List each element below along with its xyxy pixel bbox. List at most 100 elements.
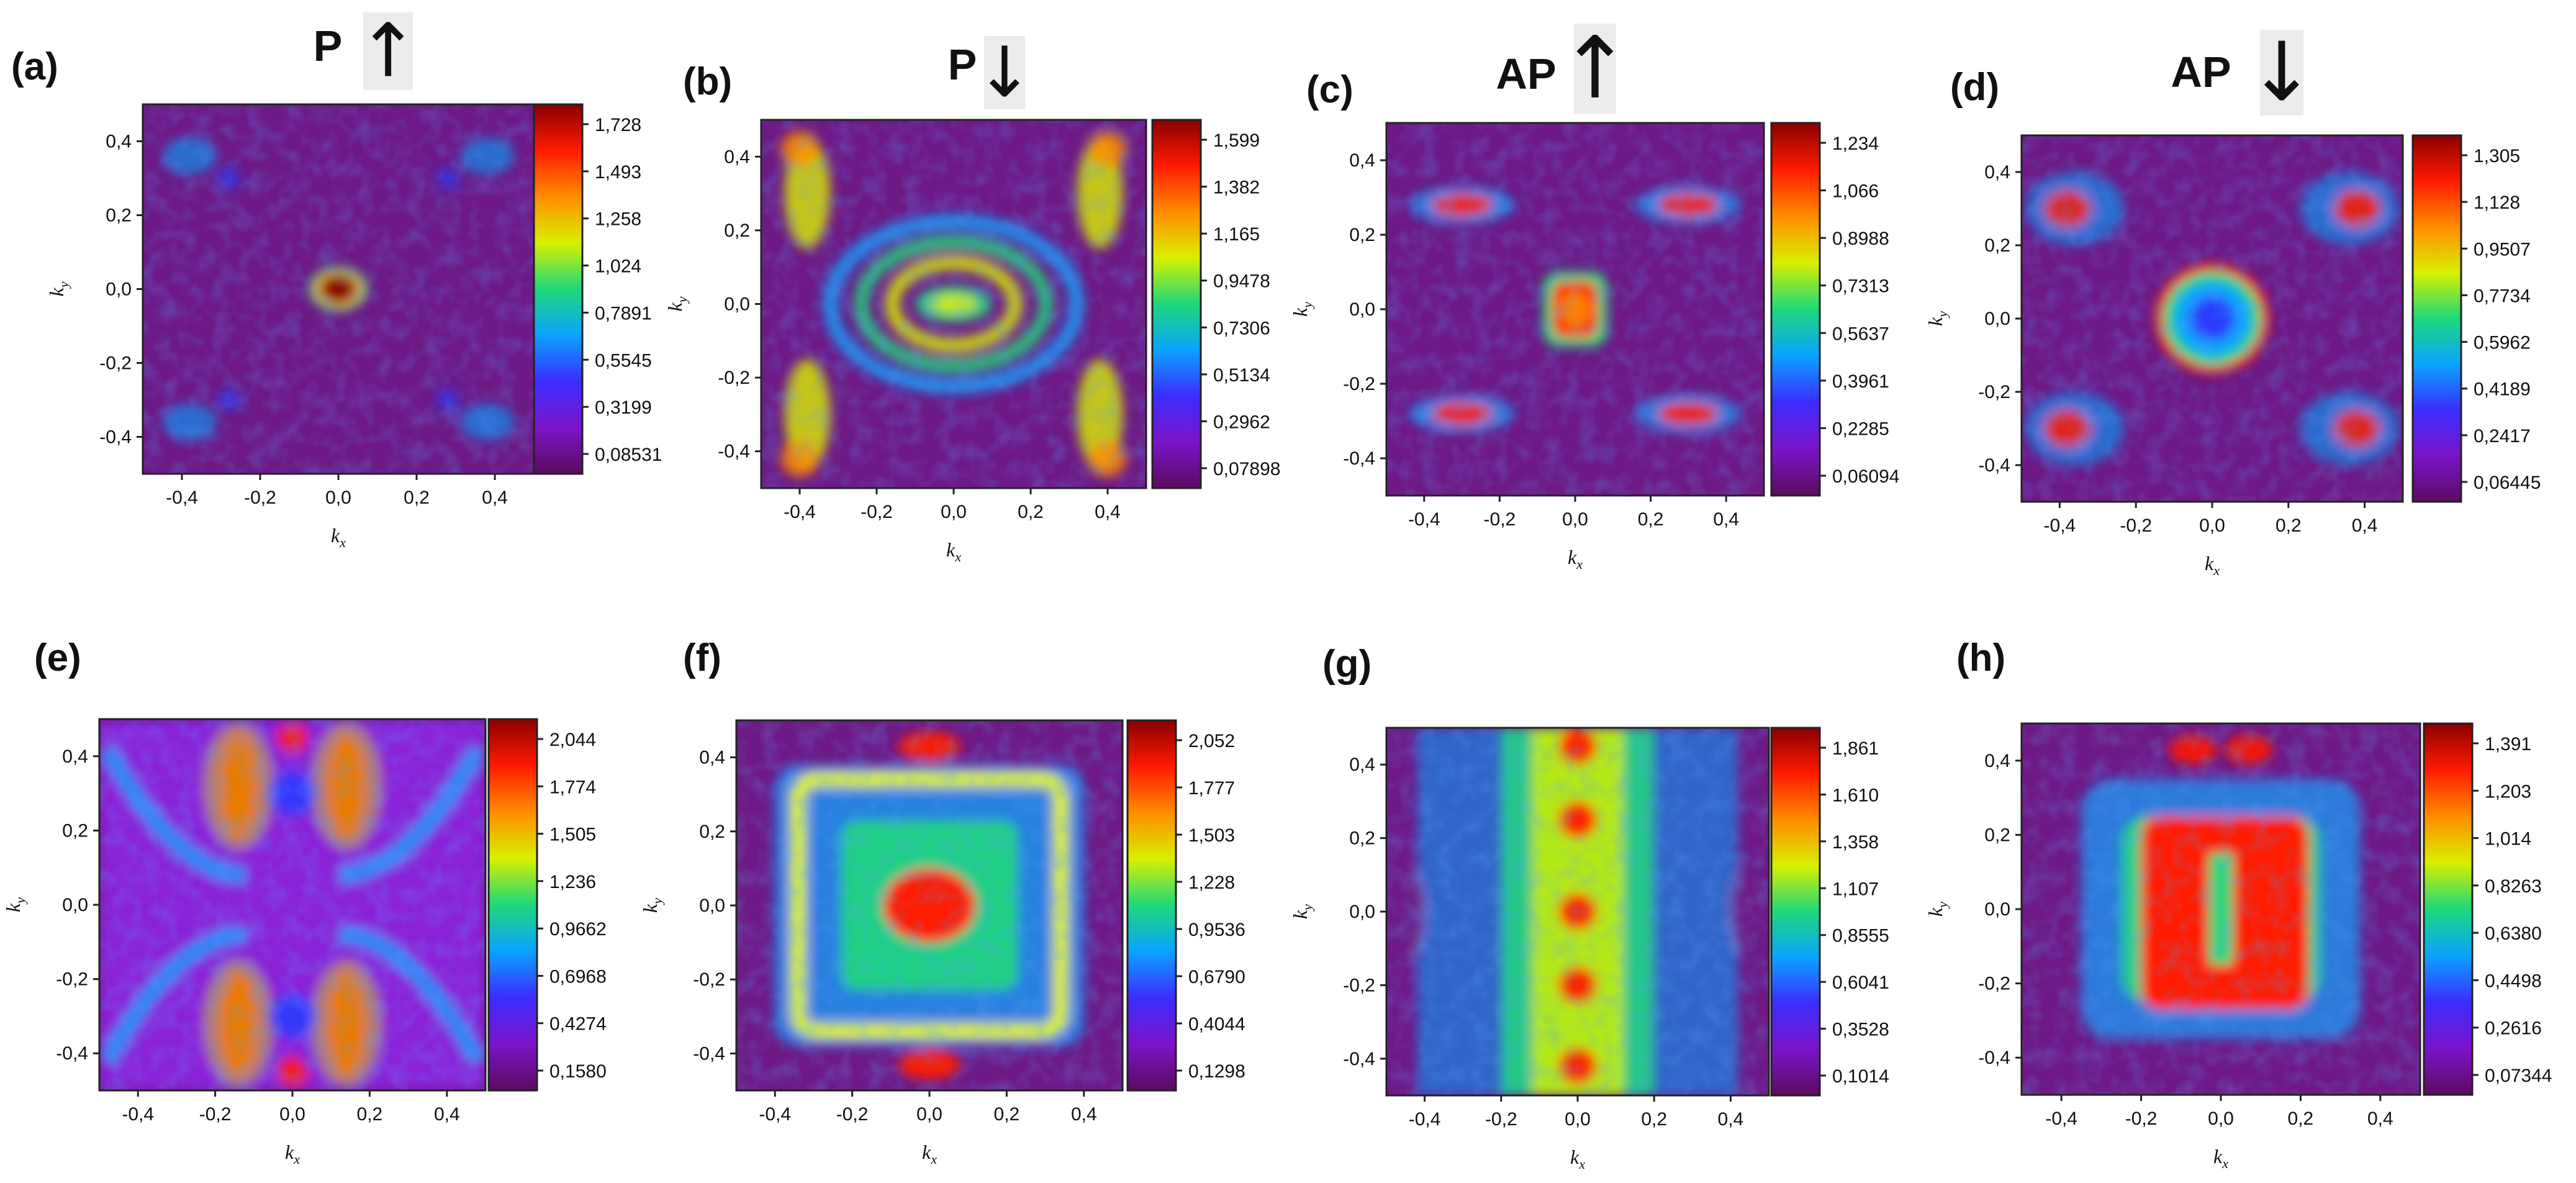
colorbar-tick-label: 0,1580 <box>549 1061 607 1082</box>
x-axis-label: kx <box>922 1141 937 1167</box>
colorbar-tick-label: 1,493 <box>595 162 641 183</box>
heatmap <box>99 719 486 1090</box>
y-tick-label: -0,2 <box>1978 382 2010 402</box>
x-tick-label: -0,4 <box>1409 1109 1441 1130</box>
colorbar-tick-label: 0,6041 <box>1832 972 1889 993</box>
x-tick-label: 0,4 <box>434 1104 460 1125</box>
colorbar-tick-label: 1,014 <box>2485 829 2531 850</box>
colorbar <box>1126 719 1177 1092</box>
panel-g: -0,4 -0,2 0,0 0,2 0,4 0,4 0,2 0,0 -0,2 -0,4 kx ky 1,… <box>1289 643 1889 1172</box>
spin-up-arrow-icon: ↑ <box>1559 19 1630 118</box>
y-axis-label: ky <box>1924 902 1950 917</box>
colorbar-tick-label: 0,3528 <box>1832 1020 1889 1040</box>
colorbar-tick-label: 1,774 <box>549 777 596 797</box>
colorbar-tick-label: 0,2417 <box>2474 426 2531 446</box>
colorbar-tick-label: 0,9536 <box>1188 920 1245 940</box>
colorbar-tick-label: 0,9507 <box>2474 239 2531 260</box>
colorbar <box>1770 727 1821 1097</box>
x-tick-label: 0,0 <box>941 502 967 522</box>
arrow-box <box>363 12 413 90</box>
x-tick-label: 0,4 <box>2367 1108 2393 1129</box>
colorbar-tick-label: 0,06094 <box>1832 466 1899 487</box>
y-tick-label: 0,4 <box>699 748 725 768</box>
x-tick-label: 0,2 <box>404 487 430 508</box>
x-axis-label: kx <box>946 538 961 564</box>
x-tick-label: 0,4 <box>1095 502 1121 522</box>
x-tick-label: 0,2 <box>1638 509 1664 530</box>
x-tick-label: 0,2 <box>2275 515 2302 536</box>
x-tick-label: 0,2 <box>1641 1109 1667 1130</box>
colorbar-tick-label: 0,3961 <box>1832 371 1889 392</box>
x-tick-label: -0,2 <box>199 1104 232 1125</box>
colorbar-tick-label: 0,4044 <box>1188 1014 1245 1035</box>
x-tick-label: 0,2 <box>357 1104 383 1125</box>
heatmap-texture <box>2022 135 2403 502</box>
spin-down-arrow-icon: ↓ <box>975 32 1034 113</box>
y-tick-label: 0,2 <box>106 206 132 226</box>
y-tick-label: -0,4 <box>693 1043 725 1064</box>
y-tick-label: -0,4 <box>1343 1049 1375 1069</box>
arrow-box <box>1574 24 1616 114</box>
colorbar-tick-label: 0,9478 <box>1213 271 1270 292</box>
heatmap-texture <box>1386 123 1764 496</box>
panel-label: (a) <box>11 45 58 88</box>
y-axis-label: ky <box>2 897 28 912</box>
spin-up-arrow-icon: ↑ <box>357 9 419 94</box>
x-tick-label: -0,4 <box>784 502 816 522</box>
heatmap <box>2022 135 2403 502</box>
y-tick-label: -0,2 <box>693 969 725 990</box>
x-tick-label: 0,4 <box>482 487 508 508</box>
colorbar-tick-label: 1,503 <box>1188 825 1235 846</box>
colorbar-tick-label: 0,1298 <box>1188 1061 1245 1082</box>
colorbar-tick-label: 0,2616 <box>2485 1018 2542 1039</box>
heatmap-texture <box>99 719 486 1090</box>
y-tick-label: -0,4 <box>99 427 132 448</box>
panel-c: -0,4 -0,2 0,0 0,2 0,4 0,4 0,2 0,0 -0,2 -0,4 kx ky 1,… <box>1289 19 1899 572</box>
colorbar <box>1151 119 1202 489</box>
y-tick-label: -0,2 <box>99 353 132 374</box>
heatmap-texture <box>1386 728 1769 1095</box>
colorbar-tick-label: 0,7306 <box>1213 318 1270 338</box>
colorbar-tick-label: 1,505 <box>549 825 596 845</box>
y-tick-label: 0,2 <box>1984 235 2010 256</box>
colorbar-tick-label: 1,728 <box>595 115 641 135</box>
panel-h: -0,4 -0,2 0,0 0,2 0,4 0,4 0,2 0,0 -0,2 -0,4 kx ky 1,… <box>1924 637 2552 1171</box>
heatmap <box>1386 728 1769 1095</box>
x-axis-label: kx <box>285 1141 300 1167</box>
y-tick-label: -0,4 <box>718 442 750 462</box>
panel-label: (g) <box>1322 643 1372 686</box>
x-axis-label: kx <box>1568 546 1583 572</box>
y-tick-label: 0,2 <box>1349 225 1375 245</box>
x-tick-label: 0,4 <box>1071 1104 1097 1125</box>
y-tick-label: 0,0 <box>699 895 725 916</box>
colorbar-tick-label: 0,08531 <box>595 445 662 465</box>
colorbar-tick-label: 0,8555 <box>1832 926 1889 946</box>
heatmap <box>761 120 1146 488</box>
panel-e: -0,4 -0,2 0,0 0,2 0,4 0,4 0,2 0,0 -0,2 -0,4 kx ky 2,… <box>2 637 607 1167</box>
colorbar <box>1770 122 1821 497</box>
colorbar-tick-label: 1,358 <box>1832 832 1879 853</box>
arrow-box <box>2260 30 2303 116</box>
colorbar-tick-label: 0,4498 <box>2485 971 2542 991</box>
y-tick-label: 0,4 <box>724 147 750 167</box>
x-tick-label: -0,4 <box>1408 509 1440 530</box>
colorbar-tick-label: 1,024 <box>595 256 641 277</box>
panel-f: -0,4 -0,2 0,0 0,2 0,4 0,4 0,2 0,0 -0,2 -0,4 kx ky 2,… <box>639 637 1245 1167</box>
colorbar-tick-label: 0,6968 <box>549 966 607 987</box>
y-tick-label: -0,4 <box>1978 455 2010 476</box>
x-axis-label: kx <box>2205 552 2220 578</box>
colorbar-tick-label: 0,4189 <box>2474 379 2531 400</box>
colorbar-tick-label: 0,1014 <box>1832 1066 1889 1087</box>
y-axis-label: ky <box>1289 302 1315 317</box>
colorbar-tick-label: 1,599 <box>1213 130 1260 151</box>
colorbar <box>487 718 538 1092</box>
y-tick-label: 0,0 <box>62 895 88 915</box>
y-tick-label: -0,2 <box>1978 974 2010 994</box>
y-tick-label: 0,0 <box>1984 899 2010 920</box>
colorbar-tick-label: 1,234 <box>1832 134 1879 154</box>
y-tick-label: 0,2 <box>724 220 750 241</box>
y-tick-label: -0,2 <box>718 368 750 388</box>
panel-label: (b) <box>683 60 732 103</box>
colorbar-tick-label: 1,165 <box>1213 224 1260 245</box>
heatmap <box>1386 123 1764 496</box>
